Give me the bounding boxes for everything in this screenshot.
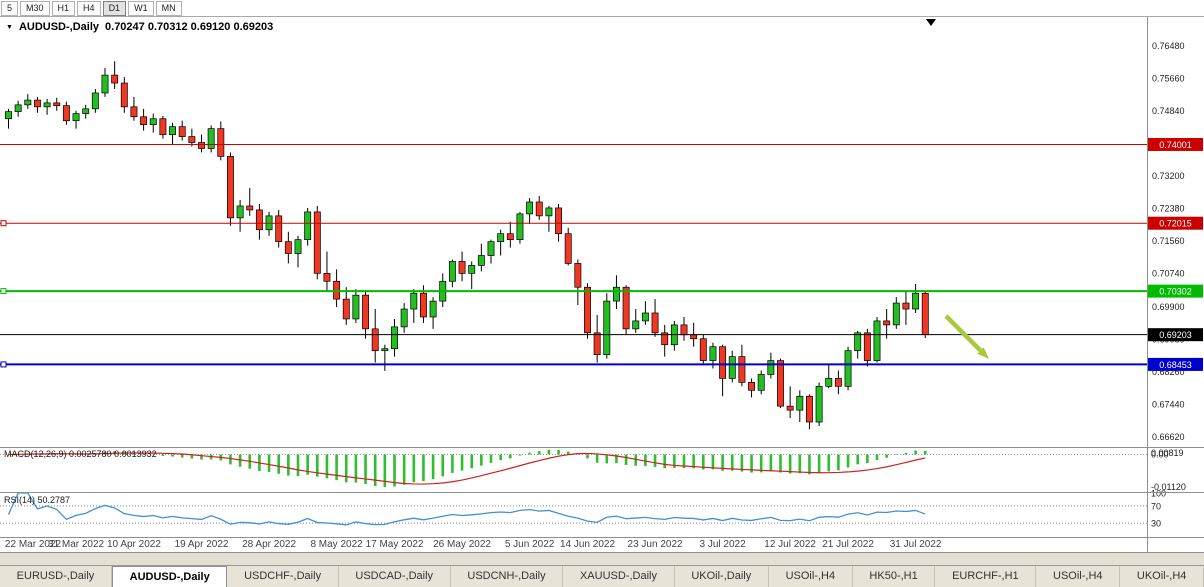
rsi-indicator-label: RSI(14) 50.2787 [4, 495, 71, 505]
date-label: 23 Jun 2022 [628, 539, 683, 550]
date-label: 10 Apr 2022 [107, 539, 161, 550]
sell-arrow[interactable] [944, 314, 983, 353]
macd-axis-label: 0.00819 [1151, 448, 1184, 458]
symbol-tabbar: EURUSD-,Daily AUDUSD-,Daily USDCHF-,Daily U… [0, 565, 1204, 587]
rsi-axis-label: 30 [1151, 519, 1161, 529]
tab-ukoil-daily[interactable]: UKOil-,Daily [675, 566, 769, 587]
svg-text:0.70302: 0.70302 [1159, 287, 1192, 297]
price-axis-label: 0.74840 [1152, 106, 1185, 116]
date-label: 17 May 2022 [366, 539, 424, 550]
date-label: 8 May 2022 [310, 539, 363, 550]
timeframe-button-d1[interactable]: D1 [102, 0, 127, 16]
svg-text:0.74001: 0.74001 [1159, 140, 1192, 150]
date-label: 21 Jul 2022 [822, 539, 874, 550]
svg-text:0.69203: 0.69203 [1159, 330, 1192, 340]
tab-hk50-h1[interactable]: HK50-,H1 [853, 566, 936, 587]
tab-eurchf-h1[interactable]: EURCHF-,H1 [935, 566, 1037, 587]
price-axis-label: 0.75660 [1152, 74, 1185, 84]
date-label: 3 Jul 2022 [700, 539, 747, 550]
rsi-line [7, 492, 926, 526]
tab-audusd-daily[interactable]: AUDUSD-,Daily [111, 566, 228, 587]
chart-symbol-label: AUDUSD-,Daily [18, 21, 100, 33]
tab-xauusd-daily[interactable]: XAUUSD-,Daily [563, 566, 675, 587]
chart-title: ▼ AUDUSD-,Daily 0.70247 0.70312 0.69120 … [6, 21, 273, 33]
timeframe-toolbar: 5 M30 H1 H4 D1 W1 MN [0, 0, 1204, 17]
price-axis-label: 0.69900 [1152, 302, 1185, 312]
macd-axis-label: 0.00 [1151, 449, 1169, 459]
rsi-axis-label: 100 [1151, 489, 1166, 499]
tab-eurusd-daily[interactable]: EURUSD-,Daily [0, 566, 112, 587]
date-label: 31 Mar 2022 [48, 539, 105, 550]
date-label: 12 Jul 2022 [764, 539, 816, 550]
tab-usoil-h4[interactable]: USOil-,H4 [769, 566, 853, 587]
sell-arrow-head[interactable] [977, 347, 989, 359]
rsi-axis-label: 70 [1151, 501, 1161, 511]
macd-signal-line [8, 452, 926, 485]
chart-shift-marker[interactable] [926, 19, 936, 26]
price-axis-label: 0.76480 [1152, 41, 1185, 51]
tab-usdcnh-daily[interactable]: USDCNH-,Daily [451, 566, 564, 587]
timeframe-button-h4[interactable]: H4 [77, 0, 101, 16]
date-label: 28 Apr 2022 [242, 539, 296, 550]
tab-usdcad-daily[interactable]: USDCAD-,Daily [339, 566, 451, 587]
price-axis-label: 0.70740 [1152, 269, 1185, 279]
date-label: 31 Jul 2022 [890, 539, 942, 550]
tab-ukoil-h4[interactable]: UKOil-,H4 [1120, 566, 1204, 587]
price-axis-label: 0.72380 [1152, 204, 1185, 214]
tab-usoil-h4[interactable]: USOil-,H4 [1036, 566, 1121, 587]
macd-axis-label: -0.01120 [1151, 482, 1186, 492]
price-badge: 0.69203 [1148, 328, 1203, 342]
price-axis-label: 0.73200 [1152, 171, 1185, 181]
price-axis-label: 0.66620 [1152, 432, 1185, 442]
price-badge: 0.70302 [1148, 284, 1203, 298]
candles [5, 61, 929, 430]
tab-usdchf-daily[interactable]: USDCHF-,Daily [227, 566, 339, 587]
price-badge: 0.74001 [1148, 137, 1203, 151]
date-label: 22 Mar 2022 [5, 539, 62, 550]
line-handle[interactable] [0, 220, 7, 227]
date-label: 19 Apr 2022 [175, 539, 229, 550]
svg-text:0.68453: 0.68453 [1159, 360, 1192, 370]
timeframe-button-h1[interactable]: H1 [51, 0, 76, 16]
chart-ohlc-values: 0.70247 0.70312 0.69120 0.69203 [105, 21, 274, 33]
date-label: 5 Jun 2022 [505, 539, 555, 550]
price-axis-label: 0.71560 [1152, 236, 1185, 246]
line-handle[interactable] [0, 288, 7, 295]
timeframe-button-m30[interactable]: M30 [20, 0, 50, 16]
price-badge: 0.68453 [1148, 357, 1203, 371]
price-axis-label: 0.67440 [1152, 400, 1185, 410]
macd-indicator-label: MACD(12,26,9) 0.0025780 0.0013932 [4, 449, 157, 459]
timeframe-button-w1[interactable]: W1 [128, 0, 154, 16]
date-label: 26 May 2022 [433, 539, 491, 550]
timeframe-button-5[interactable]: 5 [1, 0, 19, 16]
timeframe-button-mn[interactable]: MN [155, 0, 182, 16]
line-handle[interactable] [0, 361, 7, 368]
price-axis-label: 0.68260 [1152, 367, 1185, 377]
price-badge: 0.72015 [1148, 216, 1203, 230]
date-label: 14 Jun 2022 [560, 539, 615, 550]
chart-menu-icon[interactable]: ▼ [6, 23, 13, 31]
svg-text:0.72015: 0.72015 [1159, 219, 1192, 229]
